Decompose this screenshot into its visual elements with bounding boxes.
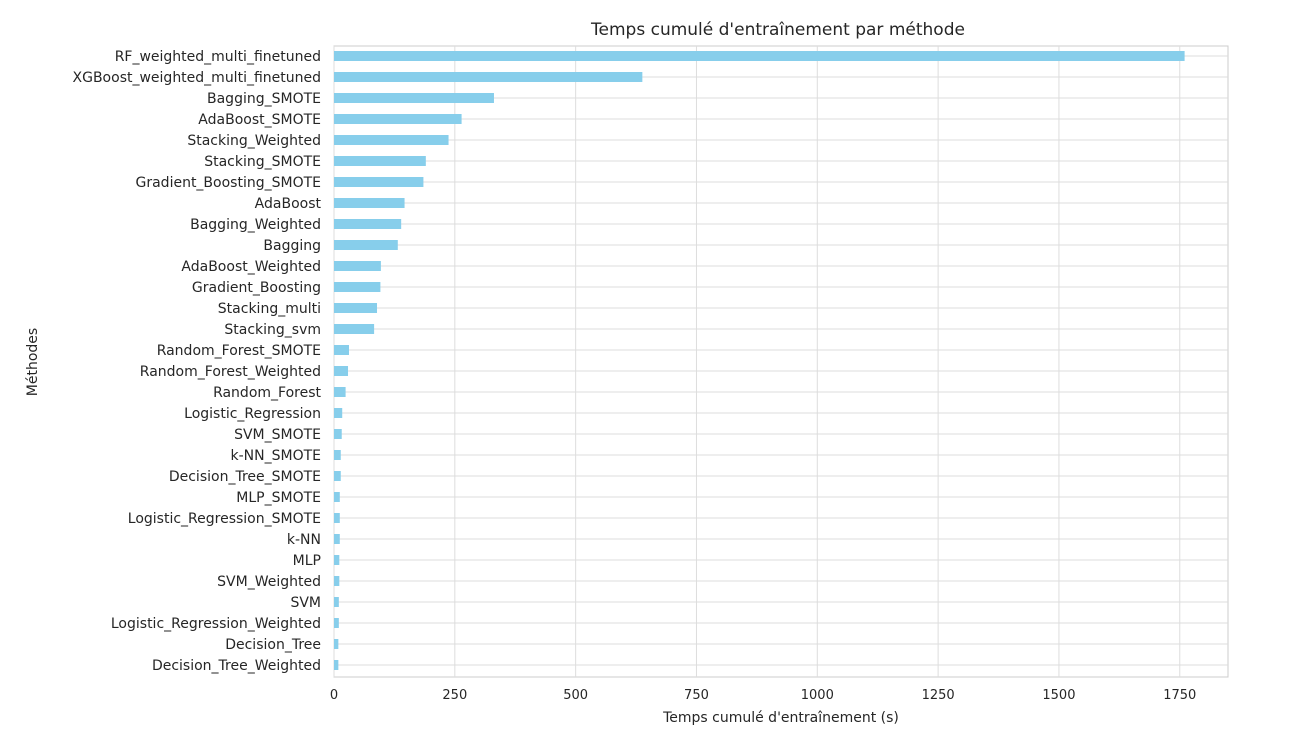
bar	[334, 135, 449, 145]
bar	[334, 597, 339, 607]
x-tick-label: 1000	[801, 688, 834, 703]
y-axis-label: Méthodes	[25, 328, 41, 396]
bar	[334, 639, 339, 649]
bar	[334, 618, 339, 628]
bar	[334, 513, 340, 523]
bar	[334, 492, 340, 502]
bars	[334, 51, 1185, 670]
bar	[334, 324, 375, 334]
y-tick-label: Decision_Tree	[225, 637, 321, 653]
y-tick-label: AdaBoost	[255, 196, 322, 212]
bar	[334, 72, 643, 82]
y-tick-label: Stacking_multi	[218, 301, 321, 317]
y-tick-label: RF_weighted_multi_finetuned	[115, 49, 321, 65]
bar	[334, 576, 340, 586]
y-tick-labels: RF_weighted_multi_finetuned XGBoost_weigh…	[73, 49, 322, 674]
y-tick-label: k-NN_SMOTE	[231, 448, 322, 464]
x-tick-label: 1250	[922, 688, 955, 703]
y-tick-label: SVM_SMOTE	[234, 427, 321, 443]
y-tick-label: Stacking_SMOTE	[204, 154, 321, 170]
y-tick-label: Logistic_Regression	[184, 406, 321, 422]
x-tick-label: 1750	[1163, 688, 1196, 703]
bar	[334, 345, 349, 355]
bar	[334, 51, 1185, 61]
bar	[334, 387, 346, 397]
y-tick-label: Stacking_Weighted	[187, 133, 321, 149]
y-tick-label: SVM	[290, 595, 321, 611]
bar	[334, 177, 424, 187]
y-tick-label: Logistic_Regression_Weighted	[111, 616, 321, 632]
y-tick-label: Random_Forest_SMOTE	[157, 343, 321, 359]
bar	[334, 471, 341, 481]
y-tick-label: Stacking_svm	[224, 322, 321, 338]
bar	[334, 156, 426, 166]
grid-lines	[333, 46, 1228, 677]
bar	[334, 114, 462, 124]
x-tick-label: 250	[442, 688, 467, 703]
bar	[334, 408, 343, 418]
y-tick-label: AdaBoost_Weighted	[181, 259, 321, 275]
y-tick-label: Bagging_Weighted	[190, 217, 321, 233]
bar	[334, 93, 494, 103]
plot-area	[333, 45, 1229, 678]
y-tick-label: AdaBoost_SMOTE	[198, 112, 321, 128]
y-tick-label: Bagging_SMOTE	[207, 91, 321, 107]
bar	[334, 198, 405, 208]
bar	[334, 450, 341, 460]
y-tick-label: Random_Forest	[213, 385, 321, 401]
y-tick-label: SVM_Weighted	[217, 574, 321, 590]
y-tick-label: Random_Forest_Weighted	[140, 364, 321, 380]
y-tick-label: Decision_Tree_Weighted	[152, 658, 321, 674]
bar	[334, 660, 339, 670]
y-tick-label: MLP	[293, 553, 321, 569]
y-tick-label: Logistic_Regression_SMOTE	[128, 511, 321, 527]
y-tick-label: XGBoost_weighted_multi_finetuned	[73, 70, 321, 86]
bar	[334, 555, 340, 565]
y-tick-label: Bagging	[263, 238, 321, 254]
bar	[334, 240, 398, 250]
y-tick-label: Gradient_Boosting	[192, 280, 321, 296]
y-tick-label: MLP_SMOTE	[236, 490, 321, 506]
bar	[334, 303, 378, 313]
bar	[334, 366, 349, 376]
bar	[334, 534, 340, 544]
bar	[334, 261, 381, 271]
bar	[334, 219, 402, 229]
chart-title: Temps cumulé d'entraînement par méthode	[590, 20, 965, 40]
x-tick-label: 500	[563, 688, 588, 703]
bar	[334, 429, 342, 439]
bar	[334, 282, 381, 292]
y-tick-label: k-NN	[287, 532, 321, 548]
x-tick-labels: 0 250 500 750 1000 1250 1500 1750	[330, 688, 1196, 703]
x-tick-label: 1500	[1042, 688, 1075, 703]
x-axis-label: Temps cumulé d'entraînement (s)	[662, 710, 899, 726]
y-tick-label: Decision_Tree_SMOTE	[169, 469, 321, 485]
x-tick-label: 750	[684, 688, 709, 703]
y-tick-label: Gradient_Boosting_SMOTE	[136, 175, 322, 191]
x-tick-label: 0	[330, 688, 338, 703]
